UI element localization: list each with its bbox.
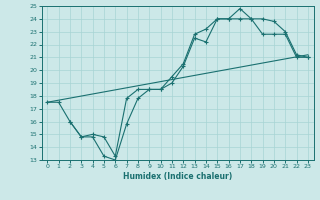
X-axis label: Humidex (Indice chaleur): Humidex (Indice chaleur) (123, 172, 232, 181)
